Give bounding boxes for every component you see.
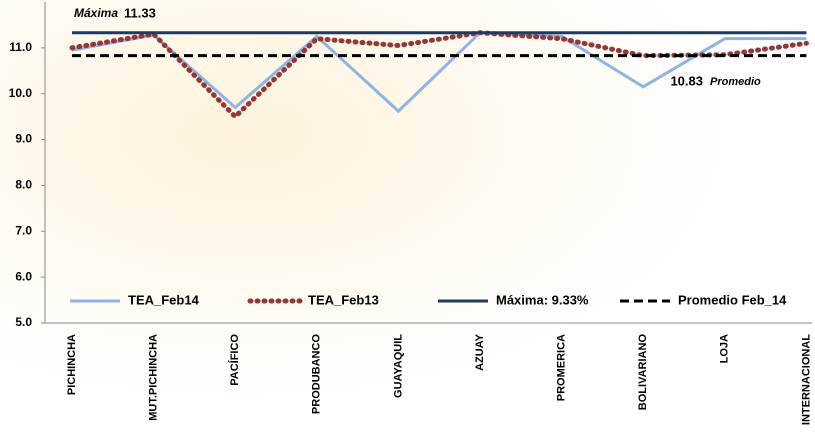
y-tick-label: 7.0 xyxy=(15,223,32,237)
x-tick-label: GUAYAQUIL xyxy=(392,334,404,398)
x-tick-label: LOJA xyxy=(719,334,731,363)
y-tick-label: 10.0 xyxy=(9,86,33,100)
x-tick-label: BOLIVARIANO xyxy=(637,334,649,411)
y-tick-label: 5.0 xyxy=(15,315,32,329)
avg-annotation-label: Promedio xyxy=(710,76,761,88)
y-tick-label: 11.0 xyxy=(9,40,32,54)
y-tick-label: 8.0 xyxy=(15,178,32,192)
x-tick-label: PRODUBANCO xyxy=(311,334,323,415)
y-tick-label: 9.0 xyxy=(15,132,32,146)
legend-label: TEA_Feb13 xyxy=(308,292,379,307)
y-tick-label: 6.0 xyxy=(15,269,32,283)
legend-label: TEA_Feb14 xyxy=(128,292,200,307)
x-tick-label: AZUAY xyxy=(474,333,486,371)
legend-label: Promedio Feb_14 xyxy=(678,292,787,307)
x-tick-label: INTERNACIONAL xyxy=(800,334,812,425)
max-annotation-value: 11.33 xyxy=(124,5,156,20)
series-line xyxy=(69,30,809,121)
avg-annotation-value: 10.83 xyxy=(670,73,703,88)
legend-label: Máxima: 9.33% xyxy=(496,292,589,307)
max-annotation-label: Máxima xyxy=(74,6,118,20)
x-tick-label: PROMERICA xyxy=(556,334,568,401)
x-tick-label: PACÍFICO xyxy=(228,334,241,386)
series-line xyxy=(71,31,807,114)
x-tick-label: PICHINCHA xyxy=(66,334,78,395)
x-tick-label: MUT.PICHINCHA xyxy=(148,334,160,421)
